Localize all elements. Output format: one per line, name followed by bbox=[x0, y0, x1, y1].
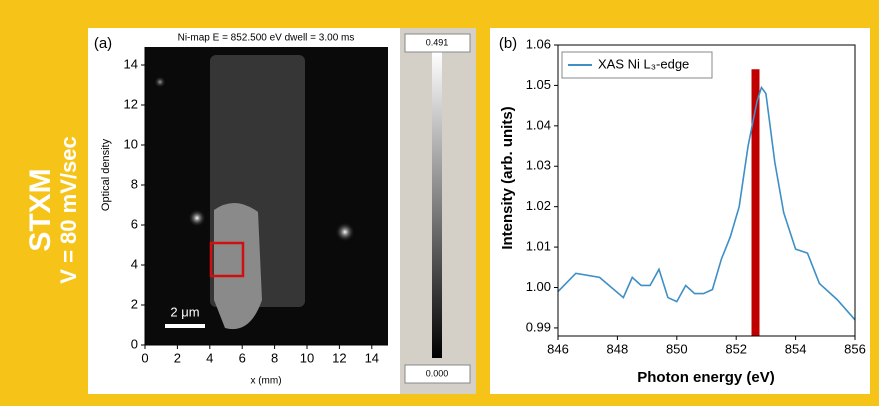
x-tick-label: 854 bbox=[785, 341, 807, 356]
y-tick-label: 1.06 bbox=[526, 36, 551, 51]
y-axis-title: Optical density bbox=[100, 138, 112, 211]
y-tick-label: 1.04 bbox=[526, 117, 551, 132]
image-title: Ni-map E = 852.500 eV dwell = 3.00 ms bbox=[178, 33, 355, 44]
stxm-image bbox=[145, 47, 388, 345]
legend-label: XAS Ni L₃-edge bbox=[598, 56, 689, 71]
side-subtitle: V = 80 mV/sec bbox=[56, 136, 81, 283]
colorbar bbox=[432, 52, 442, 358]
x-tick-label: 6 bbox=[239, 350, 246, 365]
y-tick-label: 1.05 bbox=[526, 77, 551, 92]
x-tick-label: 14 bbox=[365, 350, 379, 365]
x-tick-label: 850 bbox=[666, 341, 688, 356]
y-tick-label: 6 bbox=[131, 216, 138, 231]
y-tick-label: 1.02 bbox=[526, 198, 551, 213]
colorbar-max: 0.491 bbox=[426, 37, 449, 47]
x-tick-label: 0 bbox=[141, 350, 148, 365]
colorbar-min: 0.000 bbox=[426, 368, 449, 378]
y-tick-label: 1.03 bbox=[526, 158, 551, 173]
y-axis-title: Intensity (arb. units) bbox=[499, 106, 516, 249]
y-tick-label: 0.99 bbox=[526, 319, 551, 334]
panel-label: (b) bbox=[499, 35, 517, 52]
y-tick-label: 12 bbox=[124, 96, 138, 111]
x-tick-label: 852 bbox=[725, 341, 747, 356]
y-tick-label: 1.00 bbox=[526, 279, 551, 294]
y-tick-label: 0 bbox=[131, 336, 138, 351]
x-tick-label: 2 bbox=[174, 350, 181, 365]
x-tick-label: 846 bbox=[547, 341, 569, 356]
x-axis-title: x (mm) bbox=[250, 376, 281, 387]
x-axis-title: Photon energy (eV) bbox=[637, 369, 775, 386]
y-tick-label: 14 bbox=[124, 56, 138, 71]
y-tick-label: 8 bbox=[131, 176, 138, 191]
panel-label: (a) bbox=[94, 35, 112, 52]
x-tick-label: 4 bbox=[206, 350, 213, 365]
x-tick-label: 10 bbox=[300, 350, 314, 365]
y-tick-label: 10 bbox=[124, 136, 138, 151]
figure: STXM V = 80 mV/sec 0.491 0.000 2 μm (a) … bbox=[0, 0, 879, 406]
side-title: STXM bbox=[24, 168, 57, 251]
y-tick-label: 1.01 bbox=[526, 239, 551, 254]
x-tick-label: 8 bbox=[271, 350, 278, 365]
y-tick-label: 4 bbox=[131, 256, 138, 271]
scale-bar-label: 2 μm bbox=[170, 304, 199, 319]
y-tick-label: 2 bbox=[131, 296, 138, 311]
x-tick-label: 848 bbox=[607, 341, 629, 356]
x-tick-label: 12 bbox=[332, 350, 346, 365]
x-tick-label: 856 bbox=[844, 341, 866, 356]
